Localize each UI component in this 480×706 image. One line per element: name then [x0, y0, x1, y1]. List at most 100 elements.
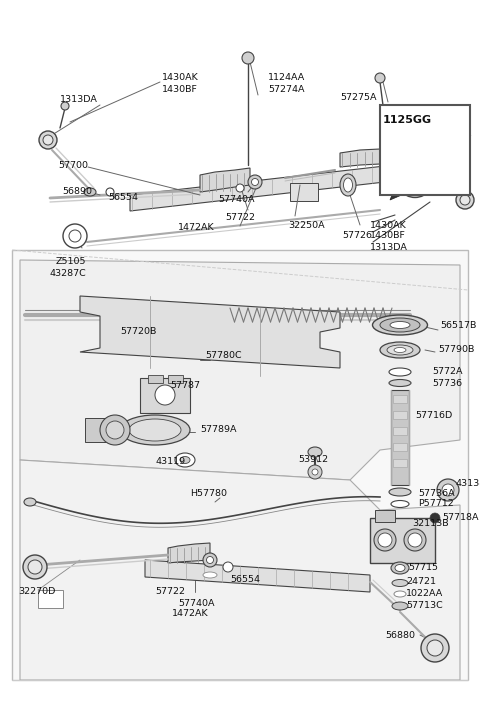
Bar	[393, 443, 407, 451]
Circle shape	[242, 52, 254, 64]
Ellipse shape	[175, 453, 195, 467]
Ellipse shape	[374, 529, 396, 551]
Ellipse shape	[460, 195, 470, 205]
Polygon shape	[200, 168, 250, 192]
Bar	[418, 143, 432, 148]
Text: 57736A: 57736A	[418, 489, 455, 498]
Ellipse shape	[308, 447, 322, 457]
Bar	[85, 418, 120, 442]
Bar	[148, 375, 163, 383]
Polygon shape	[145, 560, 370, 592]
Ellipse shape	[252, 179, 259, 186]
Ellipse shape	[180, 457, 190, 464]
Text: 57715: 57715	[408, 563, 438, 571]
Ellipse shape	[389, 488, 411, 496]
Circle shape	[308, 465, 322, 479]
Ellipse shape	[378, 533, 392, 547]
Ellipse shape	[390, 321, 410, 328]
Ellipse shape	[404, 529, 426, 551]
Ellipse shape	[389, 368, 411, 376]
Text: 57722: 57722	[155, 587, 185, 597]
Ellipse shape	[120, 415, 190, 445]
Ellipse shape	[84, 188, 96, 196]
Circle shape	[375, 73, 385, 83]
Bar	[393, 395, 407, 403]
Text: 57722: 57722	[225, 213, 255, 222]
Text: 57720B: 57720B	[120, 328, 156, 337]
Text: 56517B: 56517B	[440, 321, 476, 330]
Ellipse shape	[400, 151, 430, 189]
Text: 57740A: 57740A	[218, 196, 254, 205]
Ellipse shape	[203, 572, 217, 578]
Ellipse shape	[223, 562, 233, 572]
Text: 1313DA: 1313DA	[370, 242, 408, 251]
Text: 1472AK: 1472AK	[172, 609, 209, 618]
Text: 32250A: 32250A	[288, 220, 324, 229]
Text: 57780C: 57780C	[205, 350, 241, 359]
Ellipse shape	[206, 556, 214, 563]
Circle shape	[69, 230, 81, 242]
Ellipse shape	[248, 175, 262, 189]
Text: H57780: H57780	[190, 489, 227, 498]
Circle shape	[23, 555, 47, 579]
Ellipse shape	[129, 419, 181, 441]
Text: 57718A: 57718A	[442, 513, 479, 522]
Ellipse shape	[437, 479, 459, 501]
Text: 56880: 56880	[385, 631, 415, 640]
Ellipse shape	[391, 562, 409, 574]
Text: 43287C: 43287C	[50, 268, 87, 277]
Ellipse shape	[393, 143, 437, 198]
Text: 1430BF: 1430BF	[162, 85, 198, 93]
Circle shape	[155, 385, 175, 405]
Text: 57789A: 57789A	[200, 426, 237, 434]
Text: 32270D: 32270D	[18, 587, 55, 597]
Circle shape	[61, 102, 69, 110]
Bar	[393, 459, 407, 467]
Ellipse shape	[392, 602, 408, 610]
Text: 43138: 43138	[455, 479, 480, 489]
Bar	[393, 427, 407, 435]
Ellipse shape	[456, 191, 474, 209]
Ellipse shape	[106, 421, 124, 439]
Bar	[38, 590, 63, 608]
Text: 5772A: 5772A	[432, 366, 463, 376]
Text: 24721: 24721	[406, 578, 436, 587]
Bar	[375, 510, 395, 522]
Text: 56554: 56554	[230, 575, 260, 585]
Ellipse shape	[43, 135, 53, 145]
Ellipse shape	[394, 347, 406, 352]
Bar	[12, 250, 468, 680]
Text: 56890: 56890	[62, 188, 92, 196]
Text: 43119: 43119	[155, 457, 185, 467]
Text: 1430AK: 1430AK	[162, 73, 199, 83]
Text: 57740A: 57740A	[178, 599, 215, 607]
Ellipse shape	[392, 580, 408, 587]
Polygon shape	[80, 296, 340, 368]
Text: 32113B: 32113B	[412, 520, 449, 529]
Text: 1313DA: 1313DA	[60, 95, 98, 104]
Bar	[393, 411, 407, 419]
Ellipse shape	[395, 565, 405, 571]
Text: 1472AK: 1472AK	[178, 224, 215, 232]
Ellipse shape	[380, 342, 420, 358]
Text: 1125GG: 1125GG	[383, 115, 432, 125]
Text: 57736: 57736	[432, 378, 462, 388]
Ellipse shape	[408, 533, 422, 547]
Text: 57275A: 57275A	[340, 93, 376, 102]
Text: 57716D: 57716D	[415, 410, 452, 419]
Ellipse shape	[394, 591, 406, 597]
Ellipse shape	[408, 161, 422, 179]
Polygon shape	[130, 162, 420, 211]
Circle shape	[430, 513, 440, 523]
Ellipse shape	[344, 178, 352, 192]
Text: 57274A: 57274A	[268, 85, 304, 93]
Ellipse shape	[236, 184, 244, 192]
Ellipse shape	[389, 380, 411, 386]
Ellipse shape	[24, 498, 36, 506]
Bar	[391, 390, 409, 485]
Text: 1430AK: 1430AK	[370, 220, 407, 229]
Ellipse shape	[39, 131, 57, 149]
Text: 1430BF: 1430BF	[370, 232, 406, 241]
Bar	[380, 105, 470, 195]
Bar	[370, 518, 435, 563]
